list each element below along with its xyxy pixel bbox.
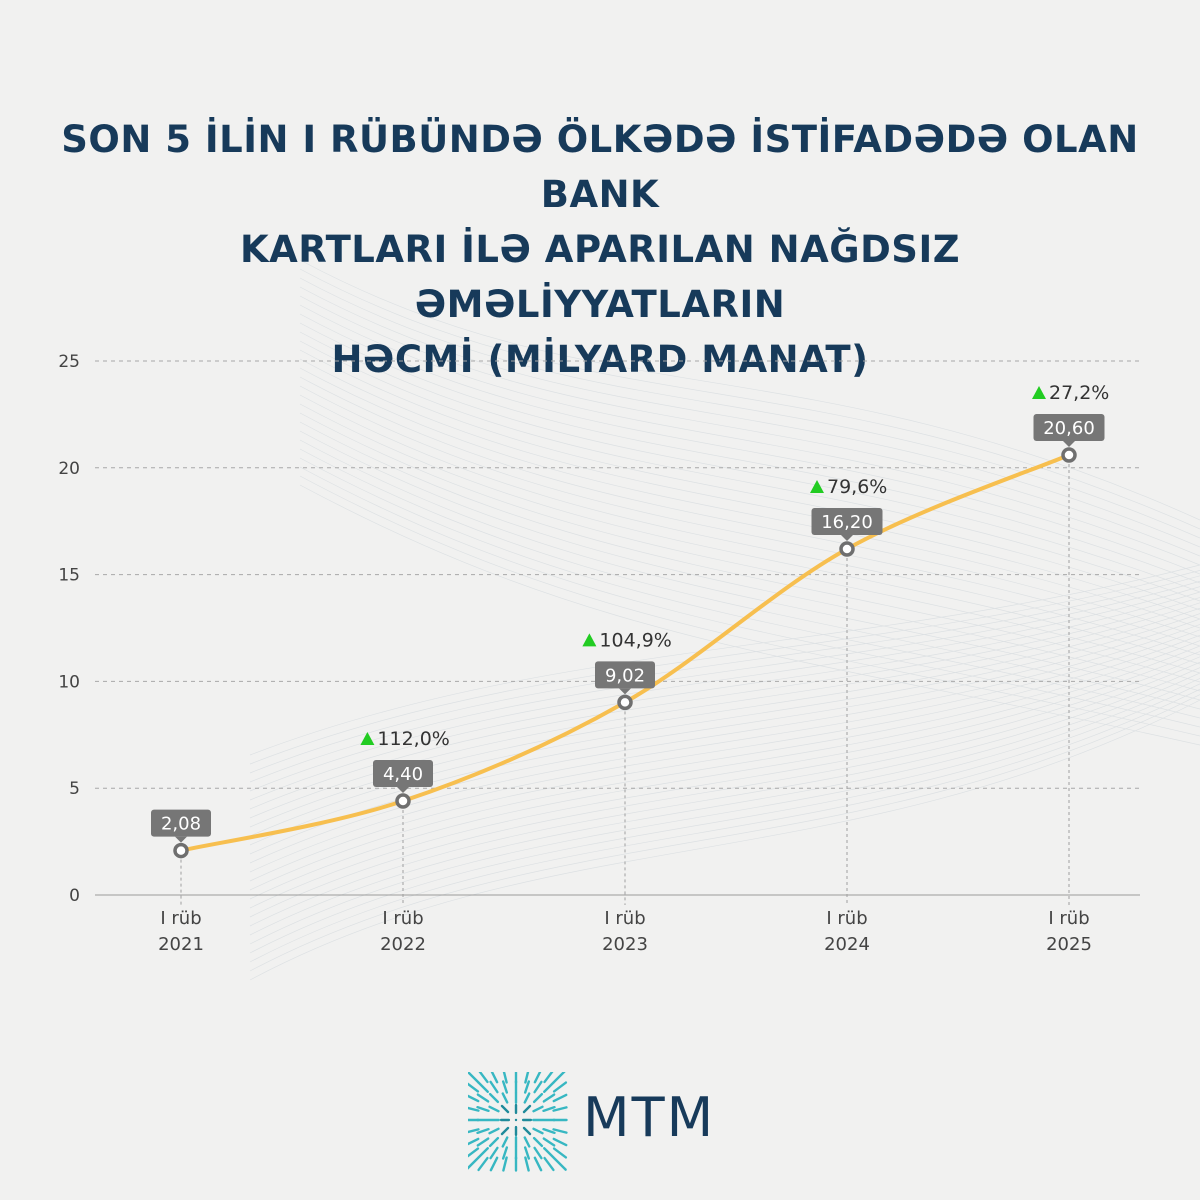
grid [95, 360, 1140, 896]
up-arrow-icon [360, 732, 375, 746]
value-label-box [811, 507, 883, 535]
data-point [395, 793, 411, 809]
y-tick-label: 15 [58, 566, 80, 586]
data-point [173, 842, 189, 859]
data-point [617, 694, 633, 711]
value-label-box [373, 760, 433, 788]
y-axis: 0 5 10 15 20 25 [58, 352, 80, 906]
y-tick-label: 20 [58, 459, 80, 479]
y-tick-label: 0 [69, 886, 80, 906]
x-tick-label: I rüb [1048, 908, 1089, 929]
value-label: 4,40 [383, 764, 423, 785]
value-label-box [151, 809, 211, 837]
up-arrow-icon [810, 479, 824, 493]
y-tick-label: 10 [58, 672, 80, 692]
value-label: 16,20 [821, 512, 873, 533]
x-tick-year: 2022 [380, 934, 426, 955]
growth-label: 79,6% [827, 476, 887, 498]
x-tick-label: I rüb [160, 908, 201, 929]
growth-label: 112,0% [377, 728, 449, 750]
up-arrow-icon [1032, 385, 1046, 399]
drop-lines [180, 463, 1070, 905]
y-tick-label: 5 [69, 779, 80, 799]
value-label: 9,02 [605, 665, 645, 686]
y-tick-label: 25 [58, 352, 80, 372]
x-tick-label: I rüb [604, 908, 645, 929]
x-tick-label: I rüb [382, 908, 423, 929]
value-label: 20,60 [1043, 418, 1095, 439]
value-label-pointer [175, 836, 187, 843]
x-tick-year: 2025 [1046, 934, 1092, 955]
value-label-box [1033, 413, 1105, 441]
value-label: 2,08 [161, 814, 201, 835]
value-label-box [595, 661, 655, 689]
value-label-pointer [397, 787, 409, 794]
x-axis: I rüb 2021 I rüb 2022 I rüb 2023 I rüb 2024 I rü… [158, 908, 1092, 955]
x-tick-label: I rüb [826, 908, 867, 929]
chart-title: SON 5 İLİN I RÜBÜNDƏ ÖLKƏDƏ İSTİFADƏDƏ O… [61, 118, 1139, 381]
x-tick-year: 2023 [602, 934, 648, 955]
data-point [839, 541, 855, 557]
data-labels: 2,08 4,40 112,0% 9,02 104,9% 16,20 79,6% 20,60 2… [151, 382, 1109, 843]
value-label-pointer [1063, 440, 1075, 447]
data-points [173, 447, 1077, 859]
growth-label: 27,2% [1049, 382, 1109, 404]
x-tick-year: 2021 [158, 934, 204, 955]
growth-label: 104,9% [599, 629, 671, 651]
value-label-pointer [841, 534, 853, 541]
mtm-logo: MTM [464, 1068, 738, 1172]
x-tick-year: 2024 [824, 934, 870, 955]
data-point [1061, 447, 1077, 463]
logo-text: MTM [583, 1086, 716, 1149]
up-arrow-icon [582, 633, 597, 647]
value-label-pointer [619, 688, 631, 695]
mtm-emblem-icon [464, 1068, 568, 1172]
